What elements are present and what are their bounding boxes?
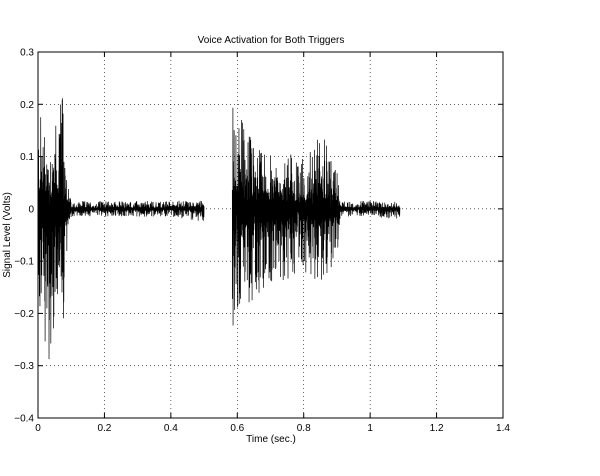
y-tick-label: −0.4 — [14, 414, 34, 425]
x-tick-label: 0 — [35, 423, 41, 434]
x-tick-label: 1.2 — [430, 423, 444, 434]
y-tick-label: −0.1 — [14, 257, 34, 268]
y-tick-label: 0.2 — [20, 100, 34, 111]
y-tick-label: 0 — [28, 204, 34, 215]
signal-segment-2 — [231, 107, 401, 326]
x-tick-label: 0.2 — [97, 423, 111, 434]
y-tick-label: −0.2 — [14, 309, 34, 320]
y-axis-title: Signal Level (Volts) — [2, 192, 13, 278]
x-tick-label: 0.8 — [297, 423, 311, 434]
chart-title: Voice Activation for Both Triggers — [198, 35, 345, 46]
plot-frame — [37, 51, 504, 419]
y-tick-label: 0.3 — [20, 48, 34, 59]
x-axis-ticks: 0 0.2 0.4 0.6 0.8 1 1.2 1.4 — [35, 52, 510, 434]
x-axis-title: Time (sec.) — [246, 434, 296, 445]
signal-layer — [37, 98, 401, 360]
y-axis-ticks: −0.4 −0.3 −0.2 −0.1 0 0.1 0.2 0.3 — [14, 48, 503, 425]
x-tick-label: 1.4 — [496, 423, 510, 434]
x-tick-label: 0.4 — [164, 423, 178, 434]
x-tick-label: 1 — [367, 423, 373, 434]
y-tick-label: 0.1 — [20, 152, 34, 163]
y-tick-label: −0.3 — [14, 361, 34, 372]
signal-segment-1 — [37, 98, 205, 360]
x-tick-label: 0.6 — [230, 423, 244, 434]
